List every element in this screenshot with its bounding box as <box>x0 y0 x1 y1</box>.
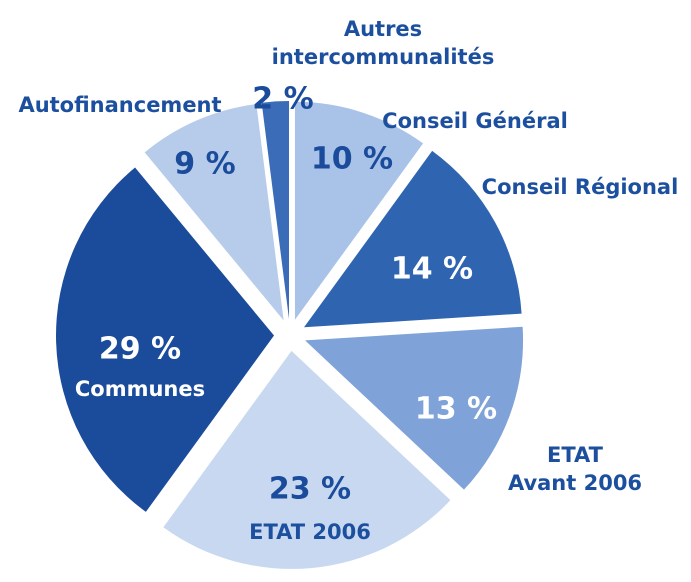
pie-slice <box>304 150 522 328</box>
value-label: 2 % <box>252 82 313 117</box>
value-label: 13 % <box>415 392 497 427</box>
value-label: 23 % <box>269 472 351 507</box>
pie-slice <box>261 101 289 320</box>
pie-slice <box>294 101 424 320</box>
value-label: 9 % <box>174 147 235 182</box>
slice-label: Communes <box>75 377 205 401</box>
slice-label: Conseil Général <box>382 109 568 133</box>
pie-slice <box>56 167 275 512</box>
pie-slice <box>163 350 451 569</box>
slice-label: Autres intercommunalités <box>272 17 495 69</box>
value-label: 14 % <box>391 252 473 287</box>
value-label: 10 % <box>311 142 393 177</box>
pie-slice <box>305 326 524 490</box>
slice-label: Autofinancement <box>18 93 221 117</box>
pie-slice <box>144 104 284 321</box>
slice-label: ETAT 2006 <box>249 520 371 544</box>
slice-label: Conseil Régional <box>482 175 679 199</box>
value-label: 29 % <box>99 332 181 367</box>
slice-label: ETAT Avant 2006 <box>508 443 642 495</box>
